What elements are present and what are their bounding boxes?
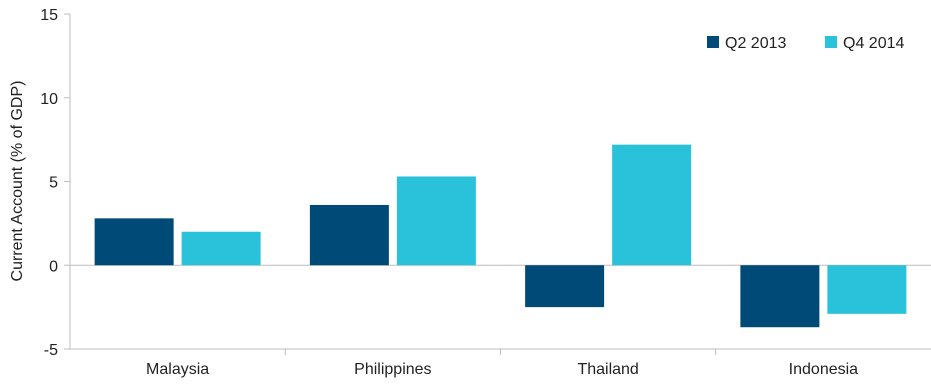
bar-indonesia-2	[827, 265, 907, 314]
y-tick-label: 15	[40, 7, 58, 24]
x-tick-label: Indonesia	[789, 361, 858, 378]
plot-area: 15 10 5 0 -5 Malaysia Philippines Thailand Indon…	[40, 7, 931, 378]
x-tick-label: Malaysia	[146, 361, 209, 378]
bar-thailand-1	[525, 265, 605, 308]
legend-swatch-2	[825, 36, 837, 48]
legend: Q2 2013 Q4 2014	[707, 35, 904, 52]
y-axis-title: Current Account (% of GDP)	[9, 81, 26, 282]
y-tick-label: 0	[49, 258, 58, 275]
bar-indonesia-1	[740, 265, 820, 328]
y-tick-label: 5	[49, 175, 58, 192]
x-tick-label: Thailand	[577, 361, 638, 378]
x-tick-label: Philippines	[354, 361, 431, 378]
y-tick-label: -5	[44, 342, 58, 359]
bar-philippines-1	[309, 204, 389, 266]
bar-malaysia-2	[181, 231, 261, 266]
legend-label-1: Q2 2013	[725, 35, 786, 52]
y-tick-label: 10	[40, 91, 58, 108]
legend-label-2: Q4 2014	[843, 35, 904, 52]
legend-swatch-1	[707, 36, 719, 48]
bar-malaysia-1	[94, 218, 174, 266]
bar-thailand-2	[612, 144, 692, 266]
bar-philippines-2	[396, 176, 476, 266]
